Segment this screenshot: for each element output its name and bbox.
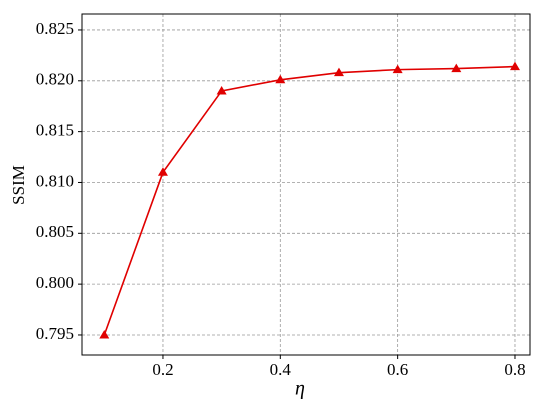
marker [216,85,227,95]
y-tick-label: 0.810 [36,171,74,190]
marker [275,74,286,84]
x-axis-label: η [295,378,305,400]
y-tick-label: 0.820 [36,70,74,89]
marker [333,67,344,77]
marker [392,64,403,74]
y-tick-label: 0.800 [36,273,74,292]
y-axis-label: SSIM [9,165,28,205]
line [103,65,516,336]
y-tick-label: 0.815 [36,121,74,140]
marker [509,61,520,71]
y-tick-label: 0.795 [36,324,74,343]
marker [99,329,110,339]
x-tick-label: 0.6 [387,360,408,379]
x-tick-label: 0.8 [504,360,525,379]
marker [157,167,168,176]
plot-frame [81,13,531,356]
y-tick-label: 0.825 [36,19,74,38]
x-tick-label: 0.2 [152,360,173,379]
x-tick-label: 0.4 [270,360,292,379]
y-tick-label: 0.805 [36,222,74,241]
marker [451,63,462,73]
